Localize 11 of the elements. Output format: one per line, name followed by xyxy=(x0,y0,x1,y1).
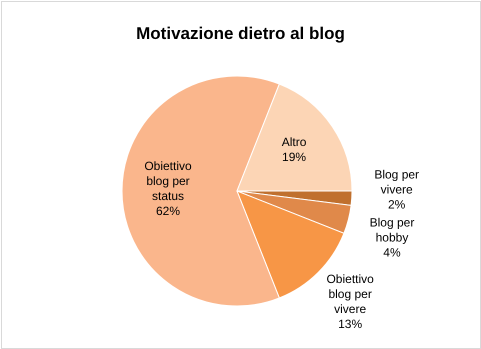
data-label: 13% xyxy=(338,317,362,332)
data-label: 62% xyxy=(156,204,180,218)
data-label: 2% xyxy=(388,197,406,212)
slice-label: Obiettivo blog per vivere xyxy=(326,272,374,316)
slice-label: Blog per hobby xyxy=(370,215,414,244)
data-label: 19% xyxy=(282,150,306,164)
slice-label: Obiettivo blog per status xyxy=(144,159,192,203)
data-label: 4% xyxy=(383,245,401,260)
chart-title: Motivazione dietro al blog xyxy=(136,24,345,43)
slice-label: Blog per vivere xyxy=(374,167,420,196)
slice-label: Altro xyxy=(282,135,307,150)
